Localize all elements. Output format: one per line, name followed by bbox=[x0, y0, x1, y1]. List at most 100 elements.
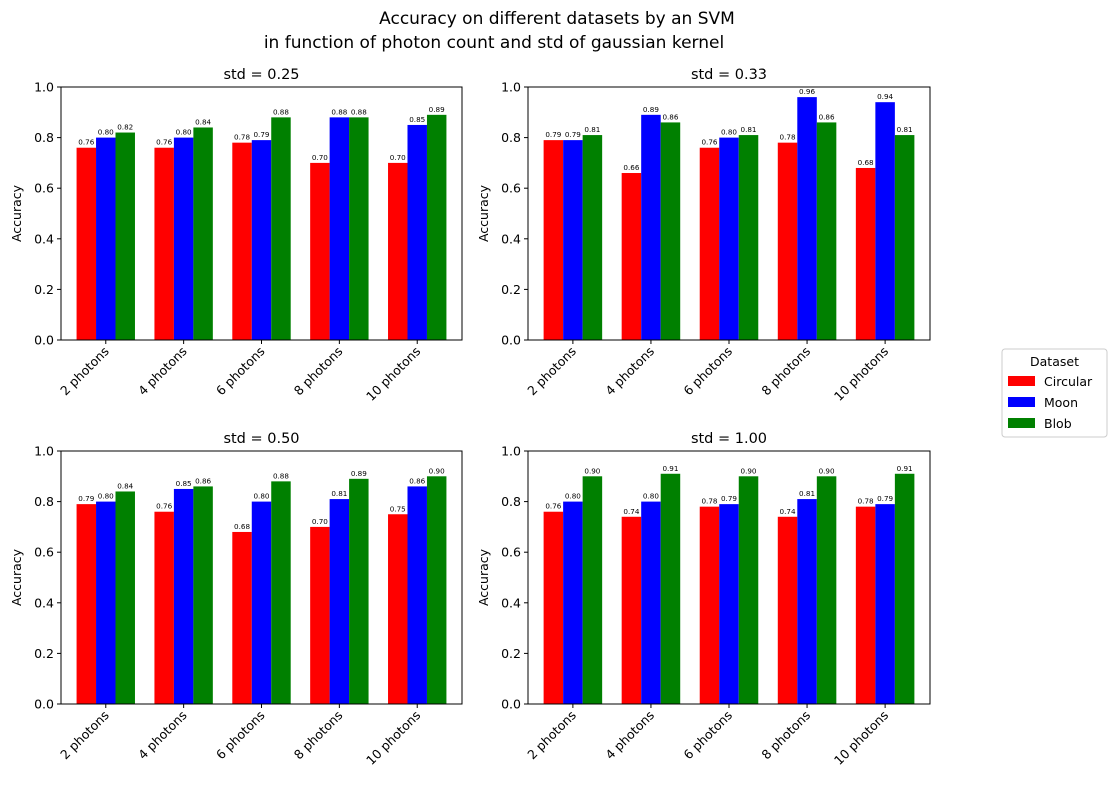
bar-circular-4 bbox=[777, 142, 798, 340]
bar-moon-1 bbox=[563, 501, 583, 704]
y-tick-label: 0.8 bbox=[501, 494, 521, 509]
data-label-moon-4: 0.81 bbox=[331, 489, 347, 498]
legend-title: Dataset bbox=[1030, 354, 1079, 369]
legend-label-circular: Circular bbox=[1044, 374, 1093, 389]
data-label-circular-5: 0.78 bbox=[858, 497, 874, 506]
y-tick-label: 0.2 bbox=[34, 282, 54, 297]
data-label-moon-2: 0.85 bbox=[176, 479, 192, 488]
bar-blob-1 bbox=[115, 132, 135, 340]
data-label-blob-1: 0.84 bbox=[117, 481, 133, 490]
legend-label-moon: Moon bbox=[1044, 395, 1078, 410]
data-label-circular-3: 0.78 bbox=[234, 133, 250, 142]
bar-blob-4 bbox=[816, 122, 837, 340]
bar-blob-5 bbox=[894, 135, 915, 340]
bar-moon-1 bbox=[563, 140, 583, 340]
bar-blob-5 bbox=[894, 473, 915, 704]
data-label-moon-5: 0.86 bbox=[409, 476, 425, 485]
bar-circular-5 bbox=[388, 514, 408, 704]
figure-title-line-1: Accuracy on different datasets by an SVM bbox=[379, 9, 735, 29]
bar-circular-1 bbox=[76, 504, 97, 704]
y-tick-label: 0.0 bbox=[501, 333, 521, 348]
bar-moon-3 bbox=[251, 140, 272, 340]
data-label-blob-3: 0.81 bbox=[741, 125, 757, 134]
y-tick-label: 0.8 bbox=[34, 494, 54, 509]
data-label-moon-3: 0.79 bbox=[253, 130, 269, 139]
legend-swatch-circular bbox=[1008, 376, 1035, 386]
data-label-moon-3: 0.80 bbox=[721, 128, 737, 137]
data-label-circular-1: 0.76 bbox=[545, 502, 561, 511]
legend-box bbox=[1001, 348, 1108, 438]
bar-blob-4 bbox=[349, 478, 369, 704]
y-tick-label: 0.6 bbox=[34, 545, 54, 560]
data-label-circular-2: 0.76 bbox=[156, 502, 172, 511]
bar-circular-5 bbox=[855, 506, 876, 704]
y-tick-label: 0.0 bbox=[34, 697, 54, 712]
y-tick-label: 0.2 bbox=[34, 646, 54, 661]
bar-circular-2 bbox=[154, 511, 174, 704]
data-label-moon-3: 0.80 bbox=[253, 492, 269, 501]
data-label-circular-3: 0.68 bbox=[234, 522, 250, 531]
bar-circular-5 bbox=[388, 162, 408, 340]
bar-circular-2 bbox=[621, 173, 642, 340]
data-label-circular-5: 0.75 bbox=[390, 504, 406, 513]
data-label-blob-5: 0.91 bbox=[897, 464, 913, 473]
data-label-circular-4: 0.78 bbox=[780, 133, 796, 142]
bar-circular-2 bbox=[621, 516, 642, 704]
data-label-moon-4: 0.88 bbox=[331, 107, 347, 116]
subplot-4-title: std = 1.00 bbox=[691, 431, 767, 447]
bar-moon-4 bbox=[329, 117, 350, 340]
data-label-blob-3: 0.88 bbox=[273, 107, 289, 116]
data-label-moon-1: 0.80 bbox=[565, 492, 581, 501]
legend-swatch-blob bbox=[1008, 418, 1035, 428]
bar-circular-3 bbox=[232, 531, 252, 704]
data-label-circular-1: 0.76 bbox=[78, 138, 94, 147]
data-label-moon-2: 0.80 bbox=[176, 128, 192, 137]
bar-circular-4 bbox=[310, 526, 330, 704]
bar-moon-2 bbox=[173, 137, 194, 340]
data-label-circular-3: 0.78 bbox=[701, 497, 717, 506]
bar-moon-3 bbox=[719, 504, 739, 704]
bar-circular-1 bbox=[543, 140, 564, 340]
bar-blob-1 bbox=[582, 476, 603, 704]
bar-moon-5 bbox=[875, 504, 895, 704]
y-tick-label: 0.8 bbox=[501, 130, 521, 145]
y-tick-label: 0.4 bbox=[34, 231, 54, 246]
legend-label-blob: Blob bbox=[1044, 416, 1072, 431]
bar-blob-1 bbox=[582, 135, 603, 340]
bar-moon-4 bbox=[797, 499, 817, 704]
bar-circular-1 bbox=[543, 511, 564, 704]
data-label-blob-2: 0.86 bbox=[662, 112, 678, 121]
y-tick-label: 1.0 bbox=[501, 444, 521, 459]
data-label-blob-4: 0.89 bbox=[351, 469, 367, 478]
y-axis-label: Accuracy bbox=[9, 184, 24, 242]
bar-moon-5 bbox=[407, 486, 427, 704]
data-label-moon-4: 0.81 bbox=[799, 489, 815, 498]
bar-moon-3 bbox=[719, 137, 739, 340]
data-label-circular-3: 0.76 bbox=[701, 138, 717, 147]
bar-moon-2 bbox=[173, 488, 194, 704]
y-axis-label: Accuracy bbox=[9, 548, 24, 606]
bar-circular-1 bbox=[76, 147, 97, 340]
data-label-blob-1: 0.81 bbox=[584, 125, 600, 134]
bar-circular-3 bbox=[232, 142, 252, 340]
subplot-2-title: std = 0.33 bbox=[691, 67, 767, 83]
bar-blob-4 bbox=[349, 117, 369, 340]
y-tick-label: 0.2 bbox=[501, 646, 521, 661]
data-label-circular-5: 0.70 bbox=[390, 153, 406, 162]
bar-blob-3 bbox=[738, 476, 759, 704]
data-label-blob-4: 0.86 bbox=[819, 112, 835, 121]
data-label-circular-4: 0.70 bbox=[312, 517, 328, 526]
y-axis-label: Accuracy bbox=[476, 548, 491, 606]
data-label-blob-1: 0.90 bbox=[584, 466, 600, 475]
data-label-blob-2: 0.86 bbox=[195, 476, 211, 485]
subplot-1-title: std = 0.25 bbox=[223, 67, 299, 83]
data-label-circular-1: 0.79 bbox=[545, 130, 561, 139]
y-tick-label: 0.4 bbox=[501, 595, 521, 610]
legend: Dataset Circular Moon Blob bbox=[1001, 348, 1108, 438]
data-label-blob-4: 0.90 bbox=[819, 466, 835, 475]
data-label-blob-2: 0.84 bbox=[195, 117, 211, 126]
y-tick-label: 0.6 bbox=[501, 545, 521, 560]
bar-moon-4 bbox=[797, 97, 817, 341]
y-tick-label: 1.0 bbox=[34, 80, 54, 95]
bar-blob-5 bbox=[426, 114, 447, 340]
